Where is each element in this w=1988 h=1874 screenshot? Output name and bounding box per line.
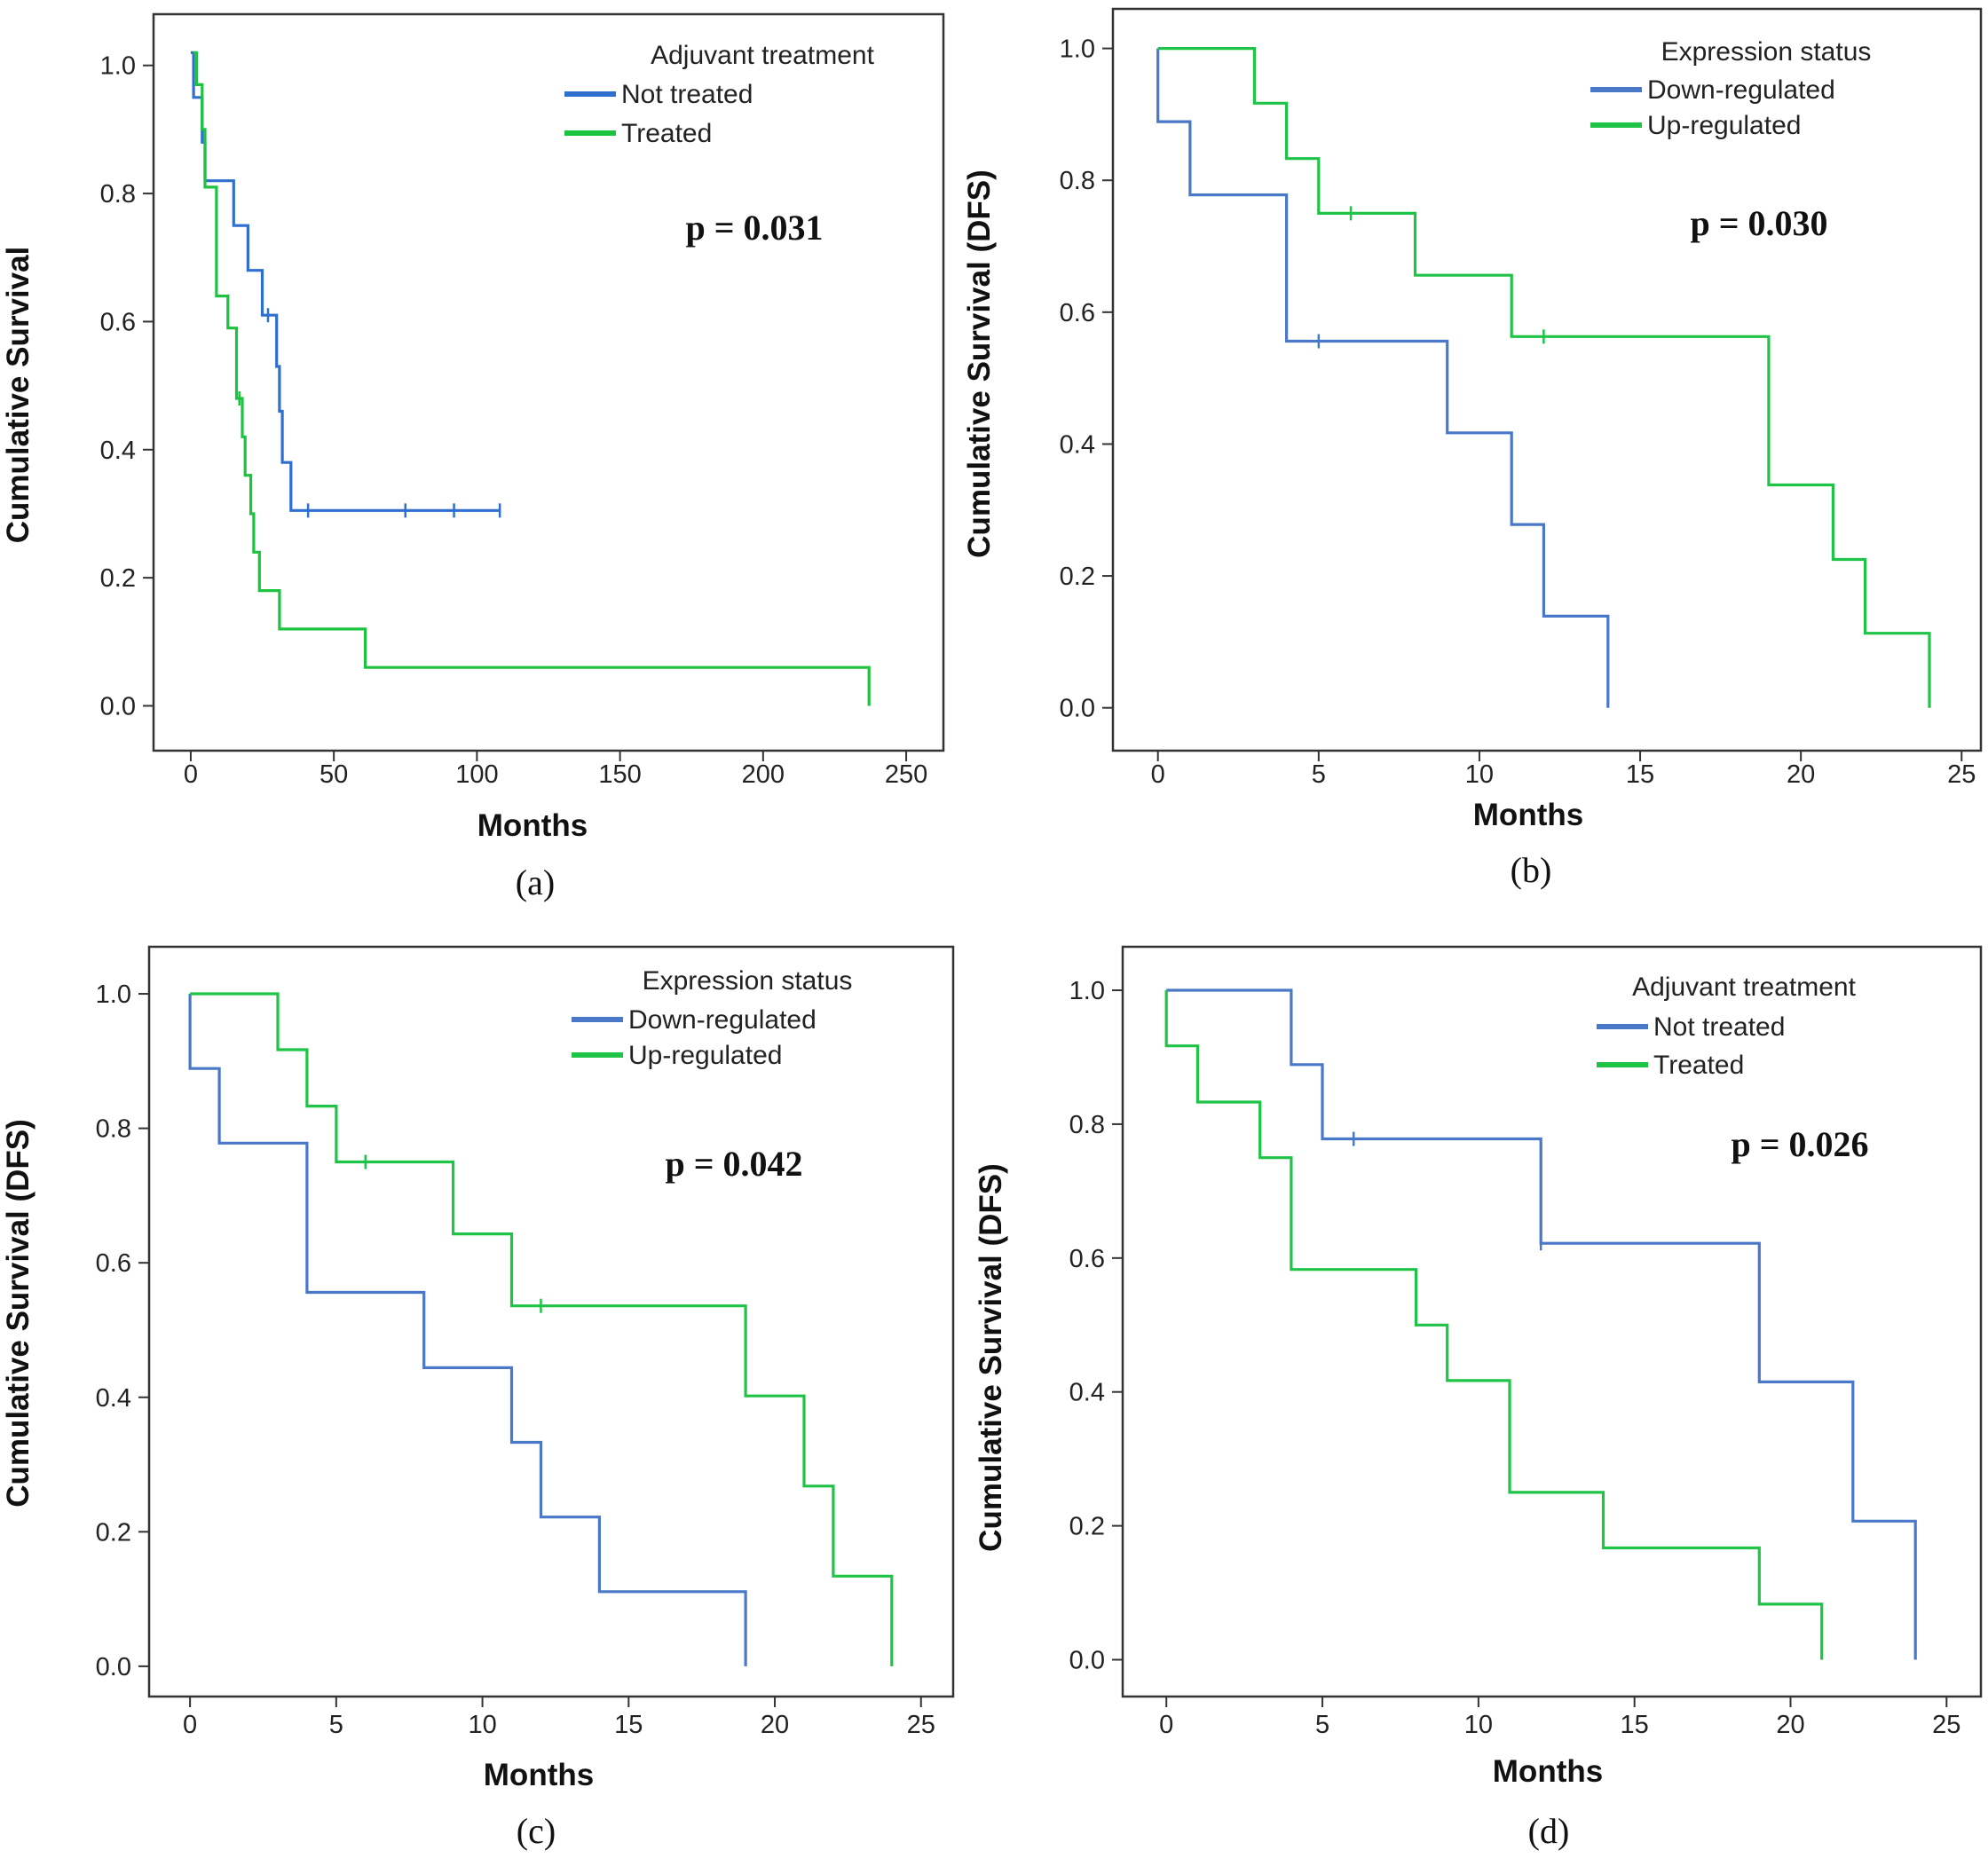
y-tick-label: 0.8 [1060, 167, 1095, 195]
y-tick-label: 0.4 [1060, 430, 1095, 459]
y-tick-label: 1.0 [1069, 977, 1105, 1005]
legend-label: Treated [621, 119, 712, 148]
p-value: p = 0.030 [1690, 203, 1827, 243]
panel-label: (a) [516, 862, 555, 902]
x-tick-label: 20 [1776, 1711, 1804, 1739]
y-tick-label: 1.0 [96, 980, 131, 1009]
legend-label: Not treated [621, 80, 753, 109]
y-tick-label: 0.2 [100, 564, 136, 593]
x-tick-label: 25 [1947, 760, 1976, 789]
panel-label: (b) [1511, 850, 1552, 890]
legend-title: Expression status [1661, 37, 1872, 67]
x-tick-label: 25 [907, 1711, 935, 1739]
y-tick-label: 0.8 [100, 180, 136, 209]
legend-title: Adjuvant treatment [1632, 972, 1856, 1002]
legend-title: Adjuvant treatment [651, 41, 874, 70]
x-tick-label: 150 [598, 760, 641, 789]
x-axis-title: Months [484, 1758, 594, 1792]
y-tick-label: 0.0 [100, 692, 136, 720]
p-value: p = 0.031 [685, 208, 823, 248]
chart-panel-d: 0.0 0.2 0.4 0.6 0.8 1.0 0 5 10 15 20 25 Months Cumula… [974, 945, 1983, 1851]
y-tick-label: 0.4 [96, 1384, 131, 1413]
chart-panel-a: 0.0 0.2 0.4 0.6 0.8 1.0 0 50 100 150 200 250 Months C… [1, 12, 945, 902]
y-tick-label: 0.0 [96, 1653, 131, 1681]
legend-label: Down-regulated [1647, 75, 1835, 105]
x-tick-label: 100 [455, 760, 498, 789]
legend-label: Up-regulated [1647, 111, 1801, 140]
y-tick-label: 1.0 [1060, 35, 1095, 64]
x-tick-label: 250 [885, 760, 927, 789]
x-tick-label: 0 [184, 760, 198, 789]
x-tick-label: 200 [742, 760, 785, 789]
y-tick-label: 0.0 [1069, 1647, 1105, 1675]
x-tick-label: 10 [468, 1711, 496, 1739]
y-tick-label: 0.2 [96, 1518, 131, 1547]
legend-title: Expression status [643, 966, 853, 996]
legend-label: Up-regulated [628, 1041, 782, 1070]
x-axis-title: Months [1473, 798, 1583, 832]
y-axis-title: Cumulative Survival (DFS) [1, 1119, 36, 1508]
survival-line-green [1157, 47, 1931, 708]
x-tick-label: 0 [183, 1711, 197, 1739]
survival-line-blue [190, 51, 501, 512]
plot-frame [1121, 945, 1983, 1698]
y-tick-label: 0.0 [1060, 695, 1095, 723]
x-tick-label: 20 [1787, 760, 1815, 789]
y-axis-title: Cumulative Survival [1, 247, 36, 544]
legend-label: Treated [1653, 1051, 1744, 1080]
y-tick-label: 0.6 [96, 1249, 131, 1278]
panel-label: (c) [517, 1811, 556, 1851]
y-tick-label: 0.6 [1060, 299, 1095, 327]
x-tick-label: 15 [1626, 760, 1654, 789]
survival-line-blue [1156, 48, 1610, 708]
legend-label: Down-regulated [628, 1005, 816, 1035]
p-value: p = 0.026 [1731, 1124, 1868, 1164]
plot-frame [152, 12, 945, 752]
plot-frame [147, 945, 955, 1698]
x-tick-label: 5 [1312, 760, 1326, 789]
survival-line-green [190, 992, 894, 1666]
y-tick-label: 0.4 [1069, 1379, 1105, 1407]
x-tick-label: 15 [614, 1711, 643, 1739]
x-tick-label: 15 [1621, 1711, 1649, 1739]
plot-frame [1111, 7, 1983, 752]
x-tick-label: 10 [1465, 760, 1494, 789]
y-axis-title: Cumulative Survival (DFS) [962, 169, 997, 558]
y-tick-label: 0.2 [1060, 563, 1095, 591]
x-tick-label: 20 [761, 1711, 789, 1739]
x-tick-label: 0 [1151, 760, 1165, 789]
survival-line-green [193, 51, 871, 706]
y-tick-label: 0.8 [96, 1115, 131, 1144]
x-tick-label: 50 [320, 760, 348, 789]
y-tick-label: 0.2 [1069, 1513, 1105, 1541]
x-tick-label: 25 [1932, 1711, 1960, 1739]
chart-panel-b: 0.0 0.2 0.4 0.6 0.8 1.0 0 5 10 15 20 25 Months Cumula… [962, 7, 1983, 890]
y-tick-label: 0.6 [100, 308, 136, 336]
x-tick-label: 5 [1315, 1711, 1329, 1739]
y-axis-title: Cumulative Survival (DFS) [974, 1163, 1008, 1552]
survival-line-blue [188, 994, 747, 1666]
chart-panel-c: 0.0 0.2 0.4 0.6 0.8 1.0 0 5 10 15 20 25 Months Cumula… [1, 945, 955, 1851]
p-value: p = 0.042 [665, 1144, 802, 1184]
survival-line-blue [1166, 988, 1917, 1660]
x-tick-label: 0 [1159, 1711, 1173, 1739]
y-tick-label: 0.6 [1069, 1245, 1105, 1273]
y-tick-label: 1.0 [100, 52, 136, 81]
y-tick-label: 0.4 [100, 437, 136, 465]
x-axis-title: Months [1493, 1754, 1603, 1789]
y-tick-label: 0.8 [1069, 1111, 1105, 1139]
x-axis-title: Months [477, 808, 588, 843]
x-tick-label: 10 [1464, 1711, 1493, 1739]
panel-label: (d) [1528, 1811, 1570, 1851]
survival-line-green [1164, 990, 1824, 1660]
x-tick-label: 5 [329, 1711, 343, 1739]
legend-label: Not treated [1653, 1012, 1785, 1042]
